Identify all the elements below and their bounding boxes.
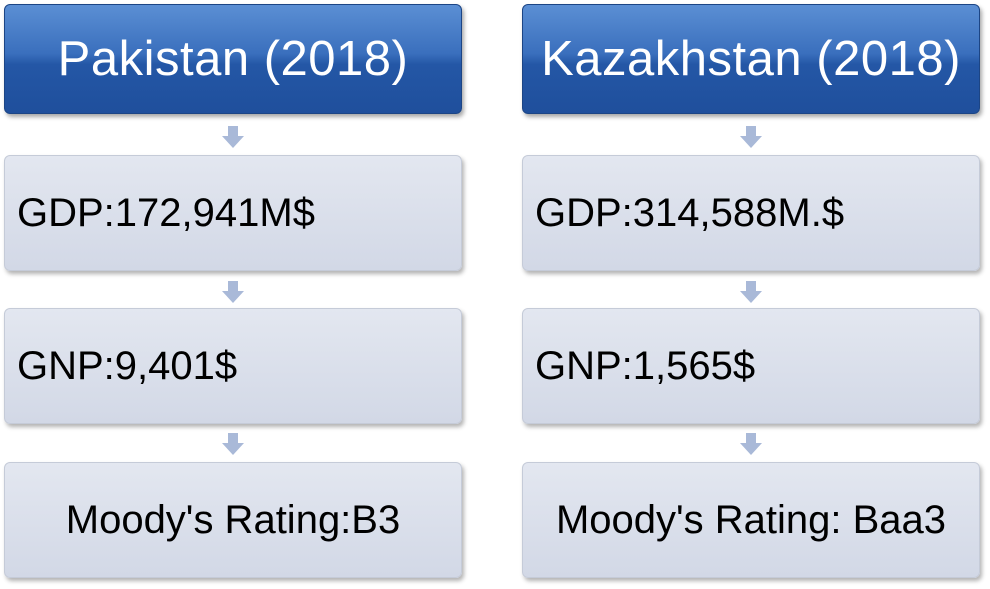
- pakistan-gdp: GDP:172,941M$: [17, 190, 315, 235]
- kazakhstan-column: Kazakhstan (2018) GDP:314,588M.$ GNP:1,5…: [522, 0, 984, 589]
- pakistan-column: Pakistan (2018) GDP:172,941M$ GNP:9,401$…: [4, 0, 466, 589]
- down-arrow-icon: [222, 281, 244, 303]
- pakistan-gdp-box: GDP:172,941M$: [4, 155, 462, 271]
- kazakhstan-gnp: GNP:1,565$: [535, 343, 756, 388]
- pakistan-header: Pakistan (2018): [4, 4, 462, 114]
- kazakhstan-rating: Moody's Rating: Baa3: [555, 497, 947, 542]
- pakistan-gnp: GNP:9,401$: [17, 343, 238, 388]
- kazakhstan-header: Kazakhstan (2018): [522, 4, 980, 114]
- pakistan-gnp-box: GNP:9,401$: [4, 308, 462, 424]
- down-arrow-icon: [222, 433, 244, 455]
- down-arrow-icon: [740, 433, 762, 455]
- down-arrow-icon: [740, 281, 762, 303]
- kazakhstan-gdp-box: GDP:314,588M.$: [522, 155, 980, 271]
- pakistan-title: Pakistan (2018): [57, 32, 409, 86]
- down-arrow-icon: [222, 126, 244, 148]
- pakistan-rating-box: Moody's Rating:B3: [4, 462, 462, 578]
- kazakhstan-rating-box: Moody's Rating: Baa3: [522, 462, 980, 578]
- kazakhstan-title: Kazakhstan (2018): [541, 32, 961, 86]
- pakistan-rating: Moody's Rating:B3: [65, 497, 401, 542]
- kazakhstan-gdp: GDP:314,588M.$: [535, 190, 845, 235]
- kazakhstan-gnp-box: GNP:1,565$: [522, 308, 980, 424]
- down-arrow-icon: [740, 126, 762, 148]
